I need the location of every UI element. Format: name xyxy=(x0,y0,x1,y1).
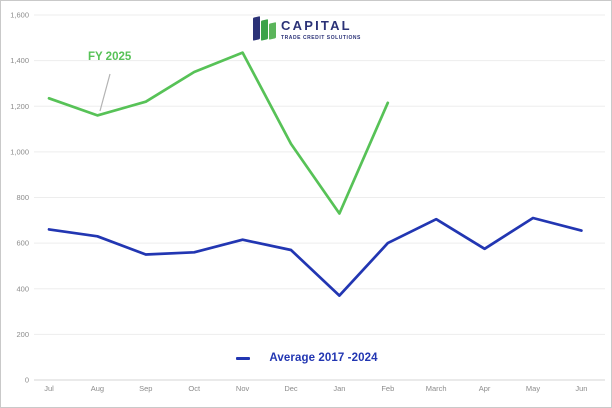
legend-label: Average 2017 -2024 xyxy=(269,352,378,364)
x-tick-label: Nov xyxy=(236,384,250,393)
x-tick-label: Apr xyxy=(479,384,491,393)
y-tick-label: 1,400 xyxy=(10,56,29,65)
y-tick-label: 800 xyxy=(16,193,29,202)
y-tick-label: 200 xyxy=(16,330,29,339)
x-tick-label: Oct xyxy=(188,384,201,393)
y-tick-label: 1,200 xyxy=(10,102,29,111)
fy2025-label: FY 2025 xyxy=(88,51,132,63)
legend-line-sample xyxy=(236,356,251,360)
legend: Average 2017 -2024 xyxy=(1,352,611,364)
y-tick-label: 600 xyxy=(16,239,29,248)
x-tick-label: Jan xyxy=(333,384,345,393)
x-tick-label: March xyxy=(426,384,447,393)
series-line-average xyxy=(47,216,583,297)
y-tick-label: 1,000 xyxy=(10,147,29,156)
x-tick-label: Feb xyxy=(381,384,394,393)
y-tick-label: 1,600 xyxy=(10,11,29,20)
x-tick-label: Jul xyxy=(44,384,54,393)
x-tick-label: Aug xyxy=(91,384,104,393)
y-tick-label: 0 xyxy=(25,376,29,385)
series-line-fy2025 xyxy=(47,51,390,215)
x-tick-label: Dec xyxy=(284,384,298,393)
x-tick-label: May xyxy=(526,384,540,393)
x-tick-label: Jun xyxy=(575,384,587,393)
y-tick-label: 400 xyxy=(16,284,29,293)
x-tick-label: Sep xyxy=(139,384,152,393)
